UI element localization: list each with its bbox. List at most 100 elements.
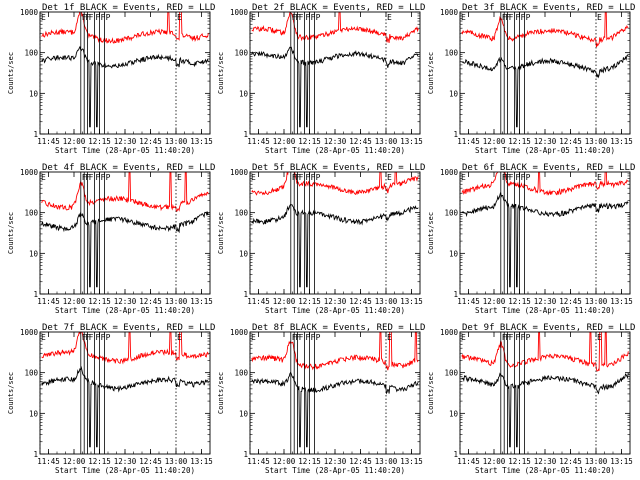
- interval-marker-label: F: [305, 333, 310, 342]
- panel-title: Det 5f BLACK = Events, RED = LLD: [252, 163, 425, 173]
- interval-marker-label: E: [597, 13, 602, 22]
- x-tick-label: 12:45: [349, 297, 372, 306]
- x-tick-label: 12:15: [508, 297, 531, 306]
- x-tick-label: 13:00: [585, 297, 608, 306]
- panel-title: Det 8f BLACK = Events, RED = LLD: [252, 323, 425, 333]
- y-tick-label: 10: [239, 249, 249, 258]
- panel-title: Det 1f BLACK = Events, RED = LLD: [42, 3, 215, 13]
- interval-marker-label: P: [526, 13, 531, 22]
- x-tick-label: 13:15: [190, 457, 213, 466]
- x-axis-label: Start Time (28-Apr-05 11:40:20): [55, 306, 195, 315]
- y-axis-label: Counts/sec: [427, 52, 435, 94]
- interval-marker-label: F: [311, 13, 316, 22]
- x-tick-label: 13:15: [190, 297, 213, 306]
- y-axis-label: Counts/sec: [7, 52, 15, 94]
- x-tick-label: 12:15: [298, 137, 321, 146]
- x-axis-label: Start Time (28-Apr-05 11:40:20): [55, 146, 195, 155]
- x-axis-label: Start Time (28-Apr-05 11:40:20): [55, 466, 195, 475]
- panel-frame: [459, 11, 631, 135]
- interval-marker-label: F: [299, 333, 304, 342]
- x-axis-label: Start Time (28-Apr-05 11:40:20): [475, 146, 615, 155]
- x-axis-label: Start Time (28-Apr-05 11:40:20): [265, 466, 405, 475]
- y-tick-label: 100: [24, 49, 38, 58]
- panel-det-2: Det 2f BLACK = Events, RED = LLD Counts/s…: [217, 3, 425, 155]
- y-tick-label: 1000: [20, 328, 39, 337]
- y-tick-label: 1: [453, 290, 458, 299]
- x-tick-label: 12:45: [139, 297, 162, 306]
- x-tick-label: 12:00: [483, 297, 506, 306]
- series-events-line: [41, 365, 209, 448]
- series-events-line: [461, 54, 629, 128]
- x-axis-label: Start Time (28-Apr-05 11:40:20): [265, 306, 405, 315]
- interval-marker-label: E: [597, 173, 602, 182]
- x-tick-label: 12:15: [298, 297, 321, 306]
- interval-marker-label: E: [177, 333, 182, 342]
- panel-det-7: Det 7f BLACK = Events, RED = LLD Counts/s…: [7, 323, 215, 475]
- interval-marker-label: F: [509, 13, 514, 22]
- interval-marker-label: E: [41, 173, 46, 182]
- y-tick-label: 100: [234, 369, 248, 378]
- y-tick-label: 1: [243, 130, 248, 139]
- interval-marker-label: F: [521, 173, 526, 182]
- panel-title: Det 7f BLACK = Events, RED = LLD: [42, 323, 215, 333]
- series-events-line: [461, 192, 629, 288]
- series-lld-line: [461, 332, 629, 372]
- y-tick-label: 10: [239, 89, 249, 98]
- x-tick-label: 12:00: [63, 137, 86, 146]
- y-tick-label: 100: [444, 369, 458, 378]
- x-tick-label: 13:15: [190, 137, 213, 146]
- x-tick-label: 13:00: [165, 457, 188, 466]
- x-axis-label: Start Time (28-Apr-05 11:40:20): [475, 306, 615, 315]
- panel-det-8: Det 8f BLACK = Events, RED = LLD Counts/s…: [217, 323, 425, 475]
- interval-marker-label: F: [305, 173, 310, 182]
- interval-marker-label: E: [461, 333, 466, 342]
- interval-marker-label: F: [101, 333, 106, 342]
- series-lld-line: [461, 12, 629, 48]
- x-tick-label: 11:45: [37, 297, 60, 306]
- x-tick-label: 12:30: [114, 297, 137, 306]
- interval-marker-label: F: [299, 173, 304, 182]
- y-tick-label: 10: [449, 89, 459, 98]
- x-tick-label: 13:00: [375, 457, 398, 466]
- interval-marker-label: F: [89, 173, 94, 182]
- y-tick-label: 1000: [440, 328, 459, 337]
- y-axis-label: Counts/sec: [7, 212, 15, 254]
- x-tick-label: 12:00: [273, 457, 296, 466]
- interval-marker-label: F: [515, 333, 520, 342]
- y-axis-label: Counts/sec: [217, 52, 225, 94]
- y-tick-label: 1: [33, 290, 38, 299]
- x-tick-label: 11:45: [37, 457, 60, 466]
- interval-marker-label: E: [41, 333, 46, 342]
- y-tick-label: 1: [243, 450, 248, 459]
- interval-marker-label: P: [316, 13, 321, 22]
- interval-marker-label: E: [251, 333, 256, 342]
- x-tick-label: 12:15: [508, 457, 531, 466]
- panel-det-9: Det 9f BLACK = Events, RED = LLD Counts/s…: [427, 323, 635, 475]
- y-tick-label: 100: [234, 209, 248, 218]
- x-tick-label: 12:30: [114, 137, 137, 146]
- series-events-line: [251, 46, 419, 128]
- panel-det-1: Det 1f BLACK = Events, RED = LLD Counts/s…: [7, 3, 215, 155]
- panel-title: Det 4f BLACK = Events, RED = LLD: [42, 163, 215, 173]
- y-axis-label: Counts/sec: [217, 372, 225, 414]
- interval-marker-label: F: [95, 173, 100, 182]
- panel-title: Det 6f BLACK = Events, RED = LLD: [462, 163, 635, 173]
- y-tick-label: 10: [449, 249, 459, 258]
- panel-det-4: Det 4f BLACK = Events, RED = LLD Counts/s…: [7, 163, 215, 315]
- panel-title: Det 2f BLACK = Events, RED = LLD: [252, 3, 425, 13]
- y-tick-label: 10: [449, 409, 459, 418]
- y-tick-label: 1000: [230, 8, 249, 17]
- x-tick-label: 13:00: [375, 297, 398, 306]
- panel-frame: [39, 331, 211, 455]
- panel-frame: [249, 171, 421, 295]
- y-tick-label: 10: [29, 89, 39, 98]
- interval-marker-label: E: [41, 13, 46, 22]
- x-tick-label: 12:45: [139, 457, 162, 466]
- y-tick-label: 1: [33, 130, 38, 139]
- x-tick-label: 11:45: [247, 457, 270, 466]
- x-tick-label: 13:00: [165, 137, 188, 146]
- interval-marker-label: F: [515, 173, 520, 182]
- series-events-line: [251, 203, 419, 288]
